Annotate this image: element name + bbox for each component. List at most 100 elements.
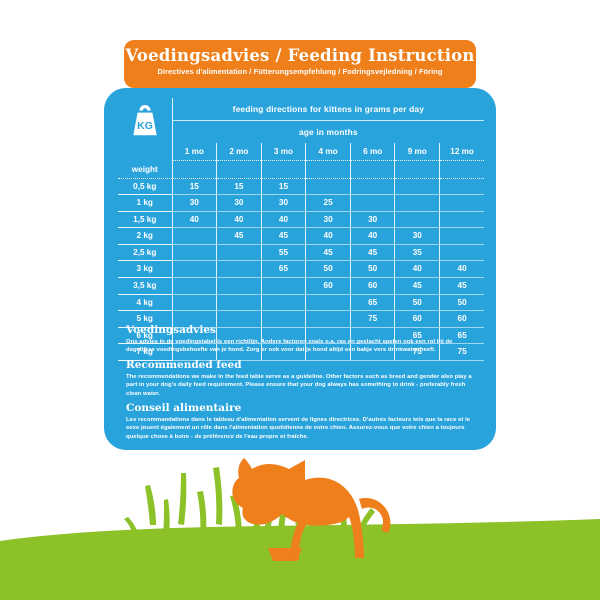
spacer-cell [260,160,306,179]
table-cell-empty [305,343,351,362]
table-cell-amount: 50 [305,260,351,279]
table-cell-amount: 50 [394,294,440,312]
table-row: 3 kg 65 50 50 40 40 [118,260,485,279]
table-cell-amount: 30 [171,194,217,212]
table-cell-amount: 30 [349,211,395,229]
table-cell-empty [305,310,351,328]
weight-label: 6 kg [118,327,172,345]
column-header-12mo: 12 mo [439,143,485,161]
weight-label: 2,5 kg [118,244,172,262]
table-cell-empty [216,244,262,262]
weight-label: 1,5 kg [118,211,172,229]
table-cell-amount: 65 [394,327,440,345]
table-cell-empty [349,343,395,362]
table-cell-amount: 25 [305,194,351,212]
table-cell-amount: 45 [394,277,440,295]
table-head: KG feeding directions for kittens in gra… [118,98,485,179]
table-cell-empty [439,244,485,262]
column-header-2mo: 2 mo [216,143,262,161]
table-cell-empty [305,178,351,196]
column-header-3mo: 3 mo [260,143,306,161]
spacer-cell [349,160,395,179]
table-row: 1,5 kg 40 40 40 30 30 [118,211,485,229]
table-cell-amount: 50 [439,294,485,312]
table-cell-amount: 60 [439,310,485,328]
weight-label: 3 kg [118,260,172,279]
table-cell-amount: 60 [349,277,395,295]
column-header-1mo: 1 mo [171,143,217,161]
notes-section: Voedingsadvies Ons advies in de voedingst… [126,320,478,441]
table-span-subtitle: age in months [171,120,485,143]
table-cell-amount: 65 [439,327,485,345]
table-row: 2 kg 45 45 40 40 30 [118,227,485,245]
table-cell-amount: 55 [260,244,306,262]
table-body: 0,5 kg 15 15 15 1 kg 30 30 30 25 1,5 kg 40 40 40 30… [118,178,485,362]
table-cell-empty [394,211,440,229]
weight-label: 1 kg [118,194,172,212]
table-cell-empty [171,277,217,295]
table-cell-amount: 40 [439,260,485,279]
column-header-4mo: 4 mo [305,143,351,161]
spacer-cell [216,160,262,179]
table-cell-amount: 40 [394,260,440,279]
table-cell-empty [439,211,485,229]
table-cell-amount: 15 [260,178,306,196]
table-cell-amount: 45 [216,227,262,245]
table-row: 5 kg 75 60 60 [118,310,485,328]
table-cell-empty [394,178,440,196]
spacer-cell [394,160,440,179]
weight-label: 3,5 kg [118,277,172,295]
table-cell-amount: 75 [439,343,485,362]
weight-column-header: weight [118,160,172,179]
table-cell-amount: 65 [349,294,395,312]
header-band: Voedingsadvies / Feeding Instruction Dir… [124,40,476,88]
kg-icon-cell: KG [118,98,172,161]
table-row: 3,5 kg 60 60 45 45 [118,277,485,295]
table-cell-amount: 40 [349,227,395,245]
table-cell-amount: 15 [216,178,262,196]
table-cell-amount: 15 [171,178,217,196]
table-cell-empty [349,327,395,345]
table-cell-empty [260,277,306,295]
feeding-table: KG feeding directions for kittens in gra… [118,98,485,362]
note-heading: Recommended feed [126,358,242,371]
table-cell-empty [260,327,306,345]
table-cell-empty [171,294,217,312]
spacer-cell [171,160,217,179]
table-column-headers: 1 mo 2 mo 3 mo 4 mo 6 mo 9 mo 12 mo [118,143,485,161]
table-cell-amount: 45 [260,227,306,245]
weight-label: 4 kg [118,294,172,312]
spacer-cell [439,160,485,179]
table-cell-empty [439,227,485,245]
table-cell-empty [216,294,262,312]
svg-text:KG: KG [137,120,153,132]
table-row: 0,5 kg 15 15 15 [118,178,485,196]
table-row: 1 kg 30 30 30 25 [118,194,485,212]
table-cell-empty [216,277,262,295]
table-cell-empty [216,260,262,279]
spacer-cell [305,160,351,179]
column-header-9mo: 9 mo [394,143,440,161]
table-cell-amount: 45 [349,244,395,262]
table-row: 6 kg 65 65 [118,327,485,345]
table-cell-empty [260,310,306,328]
page-title: Voedingsadvies / Feeding Instruction [125,46,475,65]
note-body: The recommendations we make in the feed … [126,373,472,397]
table-cell-amount: 40 [260,211,306,229]
table-cell-empty [439,178,485,196]
note-body: Ons advies in de voedingstabel is een ri… [126,339,453,354]
grass-hill [0,519,600,600]
table-cell-empty [349,194,395,212]
table-cell-amount: 60 [305,277,351,295]
column-header-6mo: 6 mo [349,143,395,161]
table-cell-amount: 50 [349,260,395,279]
table-cell-empty [171,244,217,262]
table-cell-empty [394,194,440,212]
table-cell-empty [349,178,395,196]
table-cell-empty [171,260,217,279]
table-cell-amount: 65 [260,260,306,279]
table-cell-amount: 75 [394,343,440,362]
table-cell-amount: 30 [260,194,306,212]
table-cell-amount: 30 [305,211,351,229]
